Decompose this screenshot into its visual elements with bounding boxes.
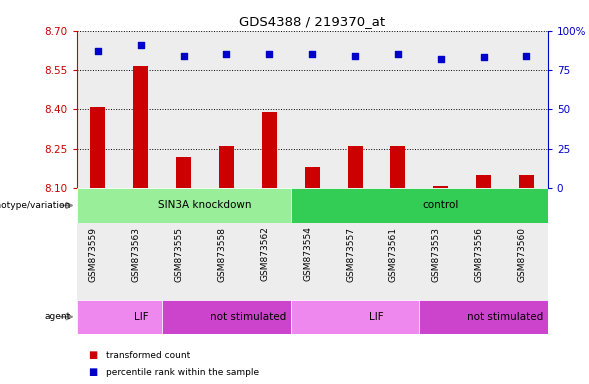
Bar (77, 300, 162, 334)
Bar (348, 146, 362, 384)
Text: GSM873555: GSM873555 (175, 227, 184, 281)
Point (179, 53, 188, 59)
Text: ■: ■ (88, 367, 98, 377)
Text: GSM873556: GSM873556 (475, 227, 484, 281)
Text: GSM873554: GSM873554 (303, 227, 312, 281)
Bar (305, 167, 320, 384)
Bar (462, 223, 505, 300)
Text: GSM873560: GSM873560 (517, 227, 527, 281)
Title: GDS4388 / 219370_at: GDS4388 / 219370_at (239, 15, 385, 28)
Bar (248, 223, 291, 300)
Bar (120, 223, 162, 300)
Bar (219, 146, 234, 384)
Point (479, 55, 488, 61)
Bar (333, 223, 376, 300)
Bar (376, 223, 419, 300)
Text: GSM873562: GSM873562 (260, 227, 269, 281)
Bar (120, 31, 162, 188)
Text: percentile rank within the sample: percentile rank within the sample (106, 368, 259, 377)
Bar (519, 175, 534, 384)
Text: LIF: LIF (134, 312, 148, 322)
Text: GSM873561: GSM873561 (389, 227, 398, 281)
Bar (262, 112, 277, 384)
Bar (291, 31, 333, 188)
Bar (205, 31, 248, 188)
Point (307, 51, 317, 57)
Point (436, 56, 445, 62)
Bar (162, 223, 205, 300)
Bar (291, 188, 548, 223)
Bar (505, 31, 548, 188)
Bar (505, 223, 548, 300)
Bar (91, 107, 105, 384)
Bar (176, 157, 191, 384)
Text: control: control (422, 200, 459, 210)
Point (93, 48, 102, 54)
Point (393, 51, 402, 57)
Bar (419, 300, 548, 334)
Bar (205, 223, 248, 300)
Text: genotype/variation: genotype/variation (0, 201, 71, 210)
Bar (133, 66, 148, 384)
Bar (291, 300, 419, 334)
Point (222, 51, 231, 57)
Point (264, 51, 274, 57)
Bar (462, 31, 505, 188)
Text: GSM873559: GSM873559 (89, 227, 98, 281)
Bar (291, 223, 333, 300)
Text: agent: agent (44, 312, 71, 321)
Bar (162, 300, 291, 334)
Bar (162, 31, 205, 188)
Bar (77, 188, 291, 223)
Text: LIF: LIF (369, 312, 384, 322)
Bar (77, 31, 120, 188)
Bar (376, 31, 419, 188)
Point (522, 53, 531, 59)
Bar (391, 146, 405, 384)
Text: SIN3A knockdown: SIN3A knockdown (158, 200, 252, 210)
Text: GSM873553: GSM873553 (432, 227, 441, 281)
Bar (419, 31, 462, 188)
Point (136, 42, 145, 48)
Bar (419, 223, 462, 300)
Bar (77, 223, 120, 300)
Text: GSM873557: GSM873557 (346, 227, 355, 281)
Bar (333, 31, 376, 188)
Text: transformed count: transformed count (106, 351, 190, 360)
Point (350, 53, 360, 59)
Bar (433, 185, 448, 384)
Text: GSM873558: GSM873558 (217, 227, 227, 281)
Text: not stimulated: not stimulated (467, 312, 543, 322)
Text: GSM873563: GSM873563 (132, 227, 141, 281)
Bar (248, 31, 291, 188)
Text: not stimulated: not stimulated (210, 312, 286, 322)
Bar (476, 175, 491, 384)
Text: ■: ■ (88, 350, 98, 360)
